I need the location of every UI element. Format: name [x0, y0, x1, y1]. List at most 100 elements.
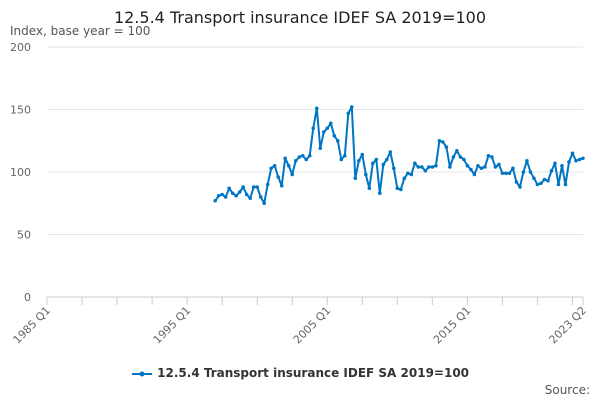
data-point — [399, 187, 403, 192]
data-point — [462, 157, 466, 162]
data-point — [409, 172, 414, 177]
data-point — [437, 138, 442, 143]
data-point — [518, 185, 522, 189]
data-point — [532, 176, 536, 181]
data-point — [413, 161, 417, 166]
y-tick-label: 200 — [10, 41, 31, 54]
data-point — [507, 171, 512, 176]
data-point — [388, 150, 393, 154]
data-point — [458, 155, 463, 159]
data-point — [220, 192, 224, 197]
data-point — [546, 178, 550, 183]
data-point — [444, 145, 449, 149]
data-point — [406, 171, 410, 176]
data-point — [483, 165, 487, 169]
data-point — [434, 163, 438, 168]
data-point — [332, 133, 337, 138]
data-point — [511, 166, 515, 171]
data-point — [227, 186, 231, 191]
y-tick-label: 50 — [17, 229, 31, 242]
data-point — [476, 163, 480, 168]
data-point — [514, 180, 519, 184]
data-point — [423, 168, 428, 173]
data-point — [581, 156, 585, 161]
data-point — [304, 157, 309, 162]
data-point — [420, 165, 424, 169]
data-point — [286, 163, 291, 168]
data-point — [353, 176, 358, 181]
data-point — [248, 196, 252, 201]
data-point — [528, 170, 533, 174]
source-label: Source: — [544, 383, 590, 397]
chart-title: 12.5.4 Transport insurance IDEF SA 2019=… — [113, 8, 487, 27]
data-point — [497, 162, 501, 167]
data-point — [241, 185, 245, 189]
legend-label: 12.5.4 Transport insurance IDEF SA 2019=… — [157, 366, 470, 380]
data-point — [300, 153, 305, 158]
data-point — [374, 157, 379, 162]
data-point — [448, 165, 452, 169]
data-point — [570, 151, 575, 156]
y-tick-label: 150 — [10, 104, 31, 117]
data-point — [563, 182, 568, 187]
data-point — [430, 165, 435, 169]
data-point — [342, 153, 347, 158]
data-point — [451, 155, 456, 159]
y-tick-label: 100 — [10, 166, 31, 179]
data-point — [223, 195, 228, 199]
data-point — [349, 105, 354, 109]
data-point — [504, 171, 508, 176]
data-point — [237, 190, 242, 194]
data-point — [297, 155, 302, 159]
data-point — [339, 157, 344, 162]
data-point — [307, 153, 312, 158]
data-point — [549, 168, 554, 173]
data-point — [269, 166, 274, 171]
data-point — [455, 148, 459, 153]
data-point — [402, 176, 407, 181]
data-point — [346, 111, 351, 116]
data-point — [395, 186, 400, 191]
data-point — [251, 185, 256, 189]
data-point — [465, 163, 470, 168]
legend[interactable]: 12.5.4 Transport insurance IDEF SA 2019=… — [0, 366, 600, 380]
data-point — [441, 140, 445, 144]
data-point — [356, 158, 361, 163]
x-tick-label: 2015 Q1 — [431, 304, 474, 347]
y-axis-label: Index, base year = 100 — [10, 24, 151, 38]
data-point — [378, 191, 382, 196]
series-line — [214, 106, 584, 205]
data-point — [318, 146, 323, 151]
data-point — [367, 186, 372, 191]
data-point — [539, 181, 543, 186]
data-point — [262, 201, 267, 206]
data-point — [265, 182, 270, 187]
x-tick-label: 1985 Q1 — [11, 304, 54, 347]
data-point — [542, 177, 547, 182]
data-point — [479, 166, 484, 171]
data-point — [556, 182, 561, 187]
data-point — [525, 158, 529, 163]
data-point — [521, 170, 526, 174]
y-tick-label: 0 — [24, 291, 31, 304]
data-point — [272, 163, 277, 168]
data-point — [255, 185, 259, 189]
data-point — [279, 183, 284, 188]
data-point — [213, 198, 217, 203]
data-point — [360, 152, 365, 157]
data-point — [574, 158, 578, 163]
data-point — [577, 157, 582, 162]
data-point — [560, 163, 564, 168]
data-point — [258, 195, 263, 199]
data-point — [314, 106, 319, 111]
data-point — [486, 153, 491, 158]
data-point — [363, 172, 368, 177]
data-point — [325, 126, 330, 131]
data-point — [234, 193, 238, 198]
legend-line-marker — [131, 371, 152, 376]
data-point — [385, 157, 389, 162]
data-point — [500, 171, 505, 176]
data-point — [290, 172, 295, 177]
data-point — [416, 165, 421, 169]
